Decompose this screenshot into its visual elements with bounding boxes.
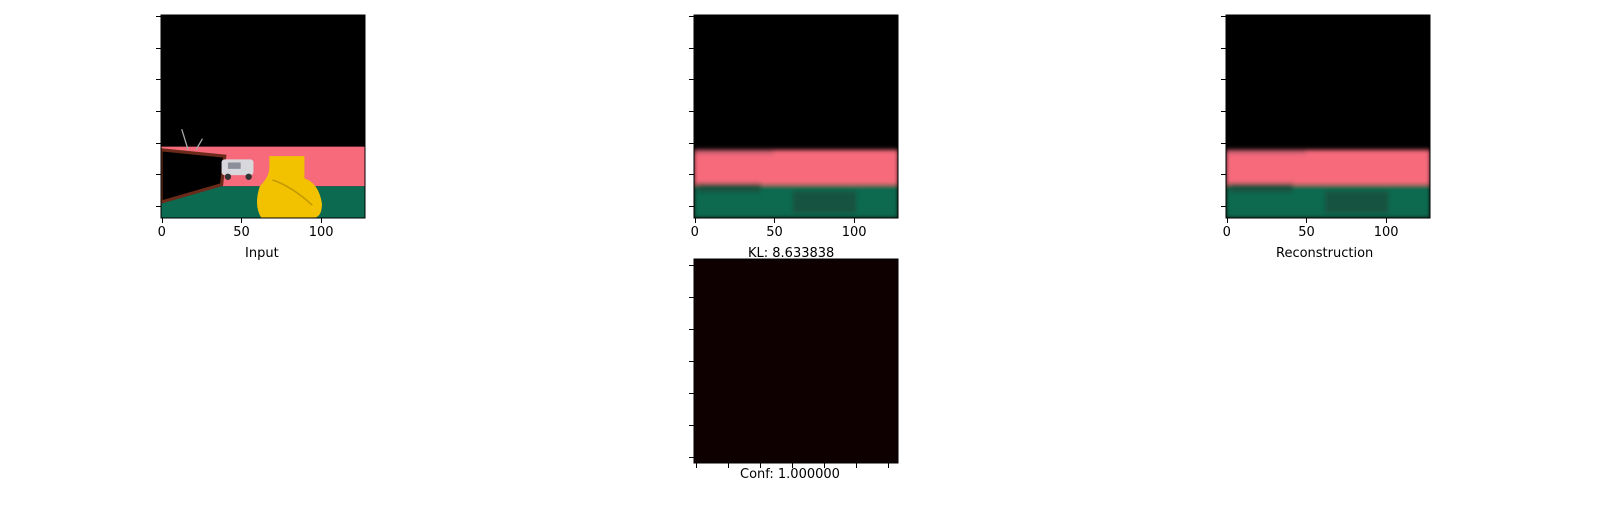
- y-tick: [1221, 15, 1226, 17]
- input-caption: Input: [245, 246, 279, 261]
- kl-scene: [694, 15, 898, 218]
- reconstruction-caption: Reconstruction: [1276, 246, 1374, 261]
- x-tick: [161, 218, 163, 223]
- y-tick: [689, 393, 694, 394]
- x-tick-label: 0: [1222, 225, 1231, 240]
- y-tick: [689, 329, 694, 330]
- y-tick: [689, 297, 694, 298]
- y-tick: [689, 206, 694, 208]
- y-tick: [689, 425, 694, 426]
- y-tick: [1221, 79, 1226, 81]
- y-tick: [156, 174, 161, 176]
- x-tick-label: 50: [233, 225, 250, 240]
- y-tick: [689, 361, 694, 362]
- x-tick: [888, 463, 889, 468]
- x-tick-label: 0: [690, 225, 699, 240]
- x-tick: [774, 218, 776, 223]
- x-tick: [241, 218, 243, 223]
- x-tick-label: 100: [841, 225, 867, 240]
- y-tick: [689, 174, 694, 176]
- reconstruction-image: [1226, 15, 1430, 218]
- x-tick-label: 50: [1298, 225, 1315, 240]
- y-tick: [156, 79, 161, 81]
- x-tick: [1226, 218, 1228, 223]
- confidence-image: [694, 259, 898, 463]
- x-tick: [854, 218, 856, 223]
- reconstruction-axes: [1225, 14, 1431, 219]
- reconstruction-scene: [1226, 15, 1430, 218]
- x-tick: [728, 463, 729, 468]
- kl-image: [694, 15, 898, 218]
- y-tick: [156, 142, 161, 144]
- x-tick: [856, 463, 857, 468]
- kl-caption: KL: 8.633838: [748, 246, 835, 261]
- x-tick: [696, 463, 697, 468]
- x-tick: [1386, 218, 1388, 223]
- x-tick: [760, 463, 761, 468]
- x-tick: [792, 463, 793, 468]
- confidence-axes: [693, 258, 899, 464]
- x-tick-label: 100: [308, 225, 334, 240]
- y-tick: [156, 15, 161, 17]
- y-tick: [689, 110, 694, 112]
- kl-axes: [693, 14, 899, 219]
- y-tick: [156, 47, 161, 49]
- y-tick: [1221, 110, 1226, 112]
- y-tick: [156, 206, 161, 208]
- y-tick: [689, 79, 694, 81]
- x-tick: [1306, 218, 1308, 223]
- confidence-caption: Conf: 1.000000: [740, 467, 840, 482]
- y-tick: [1221, 174, 1226, 176]
- y-tick: [156, 110, 161, 112]
- y-tick: [689, 15, 694, 17]
- y-tick: [1221, 142, 1226, 144]
- y-tick: [1221, 47, 1226, 49]
- y-tick: [1221, 206, 1226, 208]
- y-tick: [689, 265, 694, 266]
- x-tick: [694, 218, 696, 223]
- x-tick: [321, 218, 323, 223]
- x-tick-label: 100: [1373, 225, 1399, 240]
- y-tick: [689, 457, 694, 458]
- y-tick: [689, 142, 694, 144]
- input-axes: [160, 14, 366, 219]
- input-scene: [161, 15, 365, 218]
- x-tick-label: 50: [766, 225, 783, 240]
- y-tick: [689, 47, 694, 49]
- x-tick: [824, 463, 825, 468]
- x-tick-label: 0: [157, 225, 166, 240]
- input-image: [161, 15, 365, 218]
